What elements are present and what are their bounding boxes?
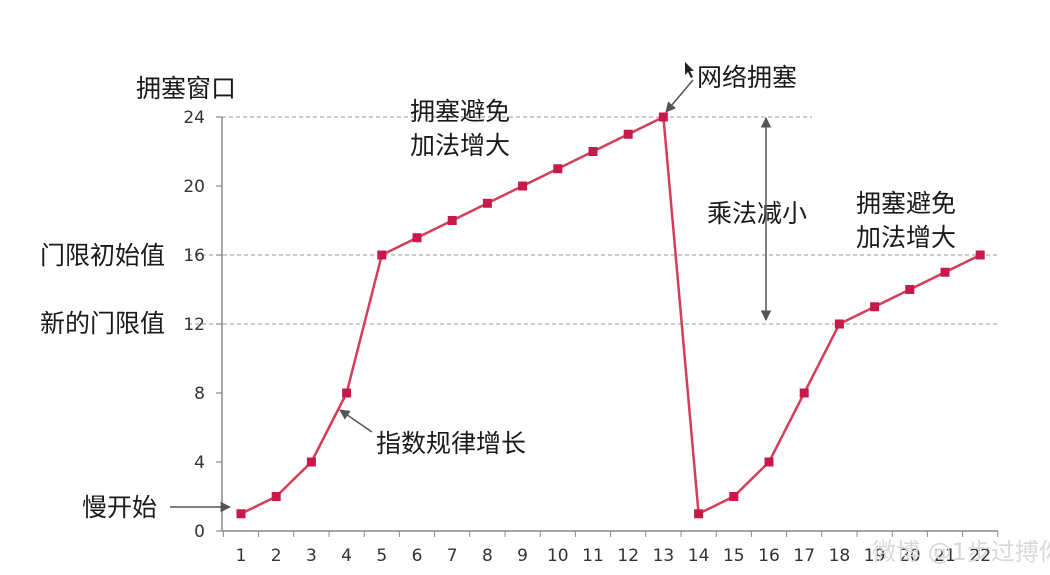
- x-tick-label: 12: [617, 546, 639, 566]
- y-tick-label: 16: [183, 246, 205, 266]
- y-axis-label: 拥塞窗口: [136, 74, 236, 103]
- x-tick-label: 13: [653, 546, 675, 566]
- y-tick-label: 24: [183, 108, 205, 128]
- x-tick-label: 11: [582, 546, 604, 566]
- x-tick-label: 2: [271, 546, 282, 566]
- x-tick-label: 3: [306, 546, 317, 566]
- data-point: [447, 216, 457, 225]
- slow-start-label: 慢开始: [82, 493, 157, 522]
- data-point: [518, 181, 528, 191]
- x-tick-label: 15: [723, 546, 745, 566]
- x-tick-label: 8: [482, 546, 493, 566]
- x-tick-label: 1: [236, 546, 247, 566]
- x-tick-label: 4: [341, 546, 352, 566]
- data-point: [623, 129, 633, 139]
- x-tick-label: 7: [447, 546, 458, 566]
- x-tick-label: 17: [793, 546, 815, 566]
- data-point: [377, 250, 387, 260]
- exponential-growth-label: 指数规律增长: [376, 429, 526, 458]
- threshold-new-label: 新的门限值: [40, 309, 165, 338]
- congestion-avoidance-label-1a: 拥塞避免: [410, 97, 510, 126]
- data-point: [799, 388, 809, 398]
- y-tick-label: 20: [183, 177, 205, 197]
- x-ticks: 1 2 3 4 5 6 7 8 9 10 11 12 13 14 15 16 17 18 19 20 21 22: [222, 531, 999, 566]
- network-congestion-label: 网络拥塞: [697, 63, 797, 92]
- y-tick-label: 0: [194, 522, 205, 542]
- series-line: [240, 115, 981, 515]
- data-point: [588, 147, 598, 156]
- x-tick-label: 19: [864, 546, 886, 566]
- data-point: [658, 112, 668, 122]
- x-tick-label: 14: [688, 546, 710, 566]
- data-point: [306, 457, 316, 467]
- x-tick-label: 6: [412, 546, 423, 566]
- exponential-arrow: [339, 409, 373, 433]
- y-ticks: 0 4 8 12 16 20 24: [183, 108, 222, 542]
- data-points: [236, 112, 985, 519]
- data-point: [342, 388, 352, 398]
- x-tick-label: 21: [934, 546, 956, 566]
- x-tick-label: 20: [899, 546, 921, 566]
- data-point: [834, 319, 844, 329]
- data-point: [412, 233, 422, 243]
- data-point: [553, 164, 563, 174]
- data-point: [236, 509, 246, 519]
- data-point: [729, 492, 739, 501]
- congestion-avoidance-label-1b: 加法增大: [410, 131, 510, 160]
- data-point: [764, 457, 774, 467]
- congestion-arrow: [665, 79, 694, 113]
- data-point: [694, 509, 704, 519]
- y-tick-label: 8: [194, 384, 205, 404]
- y-tick-label: 4: [194, 453, 205, 473]
- x-tick-label: 5: [376, 546, 387, 566]
- data-point: [870, 302, 880, 312]
- data-point: [905, 285, 915, 294]
- congestion-avoidance-label-2a: 拥塞避免: [856, 189, 956, 218]
- x-tick-label: 16: [758, 546, 780, 566]
- data-point: [975, 250, 985, 260]
- x-tick-label: 22: [969, 546, 991, 566]
- x-tick-label: 9: [517, 546, 528, 566]
- x-tick-label: 10: [547, 546, 569, 566]
- watermark: 微博 @1步过搏你: [872, 538, 1050, 566]
- reference-lines: [188, 116, 998, 325]
- congestion-avoidance-label-2b: 加法增大: [856, 223, 956, 252]
- threshold-initial-label: 门限初始值: [40, 241, 165, 270]
- y-tick-label: 12: [183, 315, 205, 335]
- cursor-icon: [685, 62, 694, 78]
- data-point: [482, 198, 492, 208]
- data-point: [271, 492, 281, 501]
- multiplicative-decrease-label: 乘法减小: [707, 199, 807, 228]
- data-point: [940, 267, 950, 277]
- x-tick-label: 18: [829, 546, 851, 566]
